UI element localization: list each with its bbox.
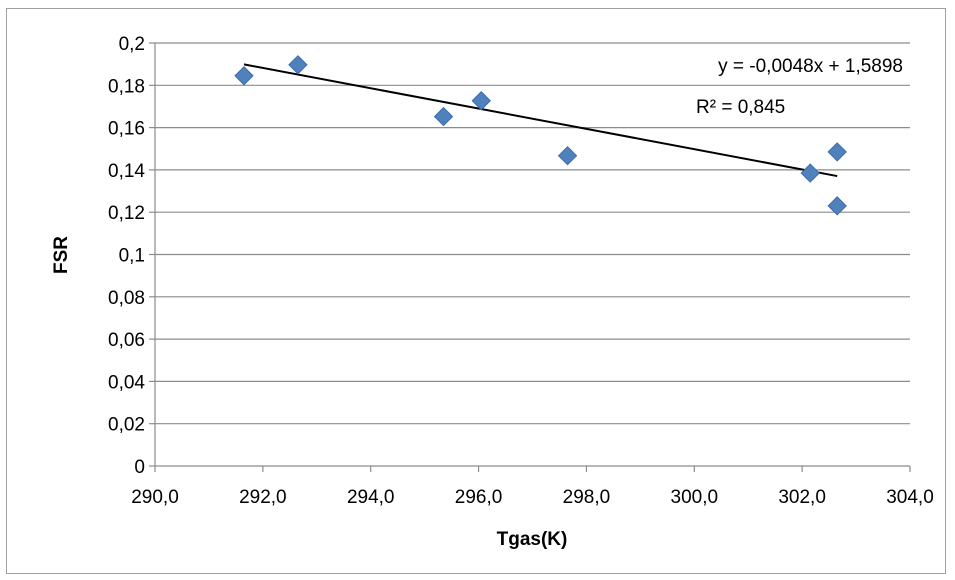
- data-point: [288, 55, 308, 75]
- grid-lines: [155, 42, 910, 425]
- y-tick-label: 0,06: [108, 330, 145, 351]
- y-tick-label: 0,16: [108, 119, 145, 140]
- y-tick-label: 0,12: [108, 203, 145, 224]
- x-tick-label: 290,0: [131, 487, 179, 508]
- y-tick-label: 0,1: [119, 246, 145, 267]
- data-point: [433, 106, 454, 127]
- x-tick-label: 304,0: [886, 487, 934, 508]
- data-point: [800, 163, 820, 183]
- x-tick-label: 300,0: [671, 487, 719, 508]
- y-tick-label: 0,08: [108, 288, 145, 309]
- y-ticks: 0 0,02 0,04 0,06 0,08 0,1 0,12 0,14 0,16 0,18 0,2: [108, 34, 155, 478]
- x-tick-label: 292,0: [239, 487, 287, 508]
- x-tick-label: 302,0: [778, 487, 826, 508]
- trendline-equation: y = -0,0048x + 1,5898: [718, 56, 903, 77]
- x-tick-label: 298,0: [563, 487, 611, 508]
- r-squared-label: R² = 0,845: [696, 97, 785, 118]
- data-points: [234, 55, 847, 216]
- y-tick-label: 0,14: [108, 161, 145, 182]
- x-ticks: 290,0 292,0 294,0 296,0 298,0 300,0 302,0 304,0: [131, 466, 934, 508]
- data-point: [557, 146, 578, 166]
- y-tick-label: 0,2: [119, 34, 145, 55]
- y-tick-label: 0,04: [108, 372, 145, 393]
- y-tick-label: 0,02: [108, 415, 145, 436]
- y-tick-label: 0: [134, 457, 145, 478]
- trendline: [243, 63, 838, 178]
- x-tick-label: 296,0: [455, 487, 503, 508]
- x-axis-title: Tgas(K): [497, 529, 568, 550]
- data-point: [471, 91, 491, 111]
- y-axis-title: FSR: [51, 236, 72, 274]
- y-tick-label: 0,18: [108, 76, 145, 97]
- data-point: [234, 66, 254, 86]
- data-point: [827, 142, 847, 162]
- data-point: [827, 196, 847, 216]
- x-tick-label: 294,0: [347, 487, 395, 508]
